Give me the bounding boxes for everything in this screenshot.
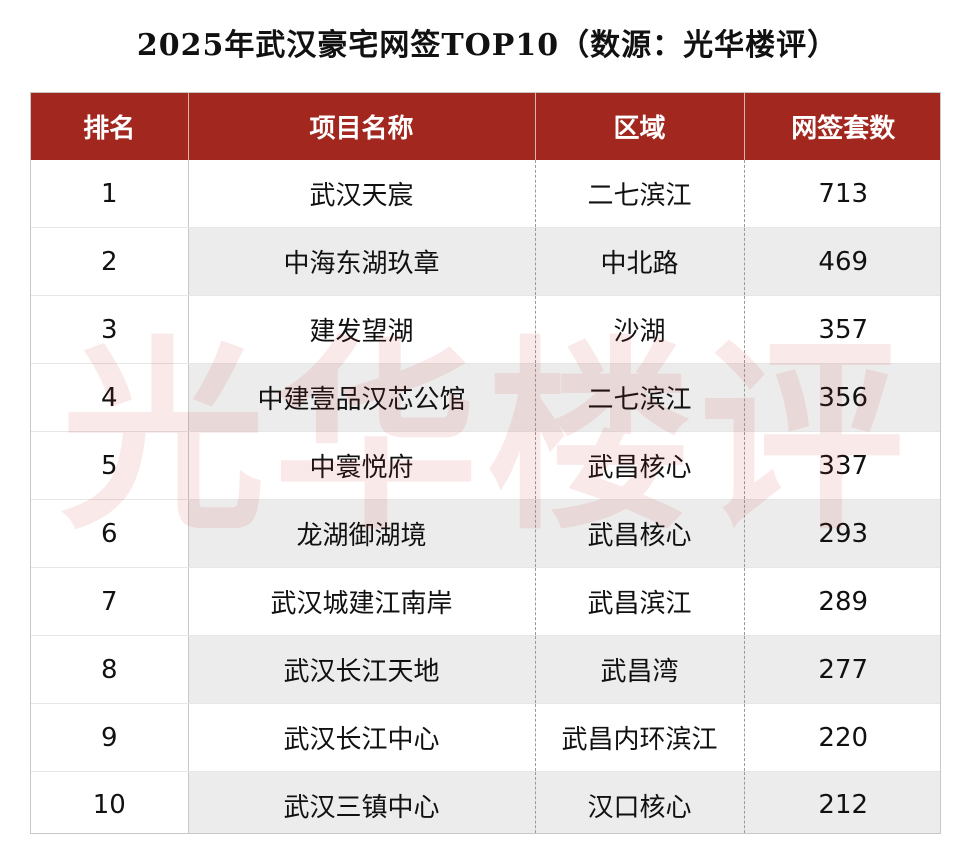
cell-project-name: 龙湖御湖境 bbox=[188, 499, 536, 568]
cell-rank: 3 bbox=[31, 295, 189, 364]
cell-rank: 1 bbox=[31, 160, 189, 228]
cell-project-name: 中海东湖玖章 bbox=[188, 227, 536, 296]
cell-rank: 5 bbox=[31, 431, 189, 500]
ranking-table-container: 光华楼评 排名 项目名称 区域 网签套数 1 武汉天宸 二七滨江 713 2 中… bbox=[30, 92, 941, 834]
page-title: 2025年武汉豪宅网签TOP10（数源：光华楼评） bbox=[136, 28, 839, 63]
header-rank: 排名 bbox=[31, 93, 189, 160]
cell-area: 武昌内环滨江 bbox=[535, 703, 745, 772]
table-row: 3 建发望湖 沙湖 357 bbox=[31, 295, 940, 364]
table-body: 1 武汉天宸 二七滨江 713 2 中海东湖玖章 中北路 469 3 建发望湖 … bbox=[31, 160, 940, 833]
cell-area: 武昌核心 bbox=[535, 499, 745, 568]
cell-area: 中北路 bbox=[535, 227, 745, 296]
cell-project-name: 武汉长江天地 bbox=[188, 635, 536, 704]
header-row: 排名 项目名称 区域 网签套数 bbox=[31, 93, 940, 160]
cell-project-name: 武汉长江中心 bbox=[188, 703, 536, 772]
cell-area: 沙湖 bbox=[535, 295, 745, 364]
table-row: 1 武汉天宸 二七滨江 713 bbox=[31, 160, 940, 228]
cell-rank: 2 bbox=[31, 227, 189, 296]
table-row: 8 武汉长江天地 武昌湾 277 bbox=[31, 635, 940, 704]
cell-project-name: 武汉城建江南岸 bbox=[188, 567, 536, 636]
cell-project-name: 中寰悦府 bbox=[188, 431, 536, 500]
cell-project-name: 中建壹品汉芯公馆 bbox=[188, 363, 536, 432]
cell-area: 武昌滨江 bbox=[535, 567, 745, 636]
cell-rank: 4 bbox=[31, 363, 189, 432]
cell-sign-count: 289 bbox=[744, 567, 940, 636]
cell-project-name: 武汉三镇中心 bbox=[188, 771, 536, 833]
cell-area: 武昌核心 bbox=[535, 431, 745, 500]
cell-project-name: 建发望湖 bbox=[188, 295, 536, 364]
table-row: 7 武汉城建江南岸 武昌滨江 289 bbox=[31, 567, 940, 636]
cell-rank: 6 bbox=[31, 499, 189, 568]
cell-area: 二七滨江 bbox=[535, 363, 745, 432]
cell-rank: 8 bbox=[31, 635, 189, 704]
cell-rank: 7 bbox=[31, 567, 189, 636]
ranking-table: 排名 项目名称 区域 网签套数 1 武汉天宸 二七滨江 713 2 中海东湖玖章… bbox=[31, 93, 940, 833]
table-row: 2 中海东湖玖章 中北路 469 bbox=[31, 227, 940, 296]
cell-sign-count: 469 bbox=[744, 227, 940, 296]
cell-area: 武昌湾 bbox=[535, 635, 745, 704]
header-sign-count: 网签套数 bbox=[744, 93, 940, 160]
header-area: 区域 bbox=[535, 93, 745, 160]
cell-area: 二七滨江 bbox=[535, 160, 745, 228]
cell-sign-count: 277 bbox=[744, 635, 940, 704]
cell-sign-count: 357 bbox=[744, 295, 940, 364]
cell-sign-count: 212 bbox=[744, 771, 940, 833]
header-project-name: 项目名称 bbox=[188, 93, 536, 160]
cell-sign-count: 337 bbox=[744, 431, 940, 500]
cell-sign-count: 713 bbox=[744, 160, 940, 228]
cell-sign-count: 220 bbox=[744, 703, 940, 772]
table-row: 10 武汉三镇中心 汉口核心 212 bbox=[31, 771, 940, 833]
table-row: 5 中寰悦府 武昌核心 337 bbox=[31, 431, 940, 500]
cell-rank: 10 bbox=[31, 771, 189, 833]
table-row: 4 中建壹品汉芯公馆 二七滨江 356 bbox=[31, 363, 940, 432]
cell-project-name: 武汉天宸 bbox=[188, 160, 536, 228]
table-row: 6 龙湖御湖境 武昌核心 293 bbox=[31, 499, 940, 568]
table-header: 排名 项目名称 区域 网签套数 bbox=[31, 93, 940, 160]
cell-sign-count: 356 bbox=[744, 363, 940, 432]
table-row: 9 武汉长江中心 武昌内环滨江 220 bbox=[31, 703, 940, 772]
cell-sign-count: 293 bbox=[744, 499, 940, 568]
cell-area: 汉口核心 bbox=[535, 771, 745, 833]
cell-rank: 9 bbox=[31, 703, 189, 772]
